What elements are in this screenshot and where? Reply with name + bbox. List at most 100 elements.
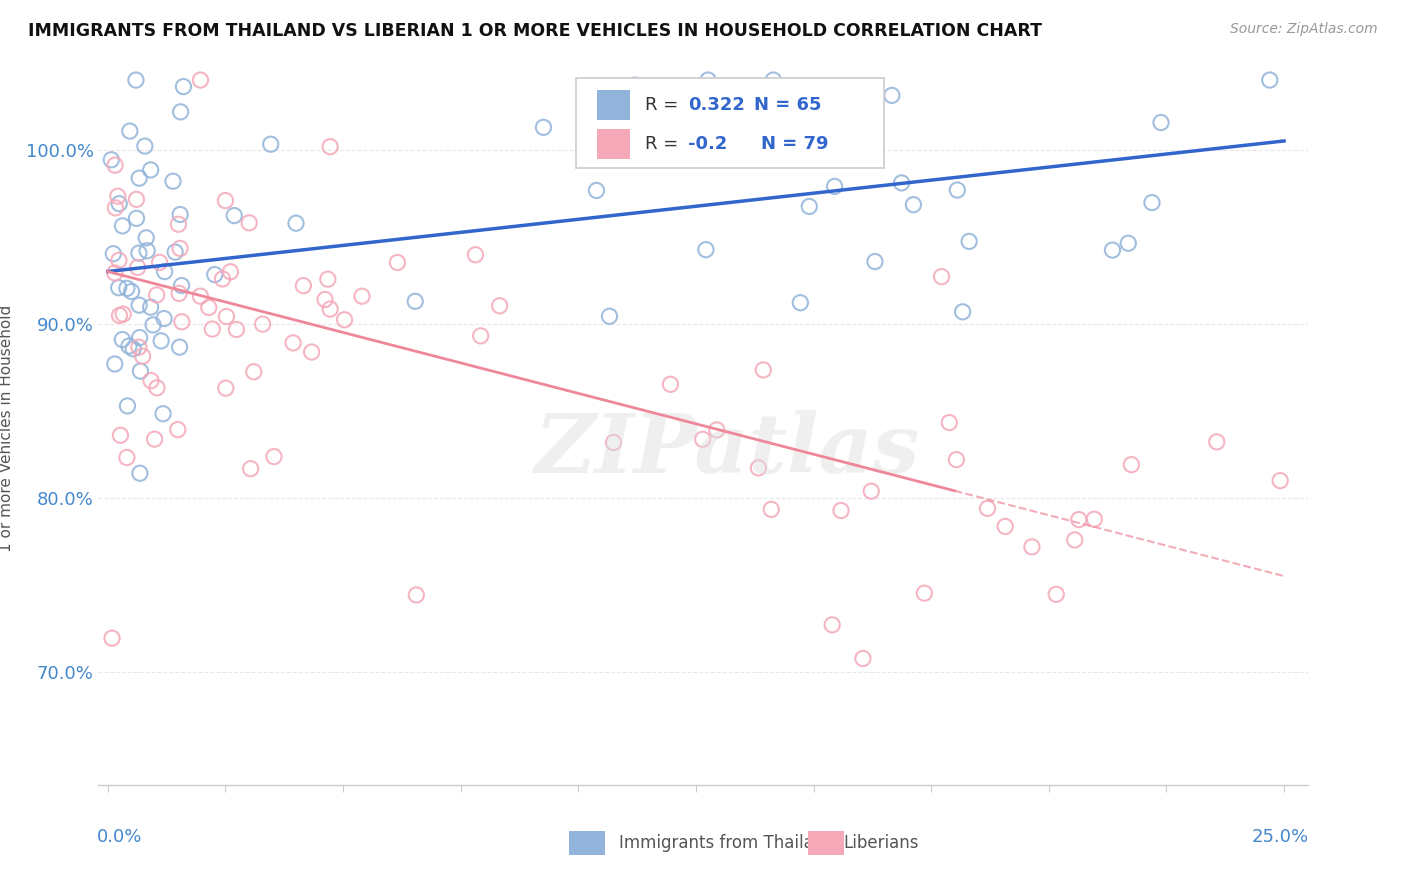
Point [107,281,129,295]
Point [149,255,172,269]
Point [190,73,212,87]
Point [1121,458,1143,472]
Point [263,450,285,464]
Text: -0.2: -0.2 [689,135,728,153]
Point [252,317,274,331]
Point [931,269,953,284]
Point [890,176,912,190]
FancyBboxPatch shape [576,78,884,168]
Point [1045,587,1067,601]
Point [585,184,607,198]
Point [830,503,852,517]
Point [172,79,194,94]
Point [880,88,903,103]
Point [122,342,145,356]
Point [118,339,141,353]
Point [165,245,187,260]
Point [1270,474,1292,488]
Text: 25.0%: 25.0% [1251,828,1309,846]
Point [789,295,811,310]
Point [860,484,883,499]
Point [128,330,150,344]
Point [104,357,127,371]
Point [115,281,138,295]
Point [333,312,356,326]
Point [167,217,190,231]
Point [118,124,141,138]
Point [166,423,188,437]
Point [103,246,125,260]
Point [127,260,149,275]
FancyBboxPatch shape [596,90,630,120]
Point [108,309,131,323]
Point [692,432,714,446]
Point [125,73,148,87]
Point [1258,73,1281,87]
Point [602,435,624,450]
Text: R =: R = [645,135,683,153]
Point [190,289,212,303]
Point [131,349,153,363]
Point [285,216,308,230]
Point [139,300,162,314]
Point [115,450,138,465]
Point [121,285,143,299]
Point [111,219,134,233]
Point [145,288,167,302]
Point [125,192,148,206]
Point [111,333,134,347]
Point [260,137,283,152]
Point [104,158,127,172]
Point [204,268,226,282]
Point [169,104,191,119]
Point [903,197,925,211]
Point [146,381,169,395]
Text: N = 65: N = 65 [754,96,821,114]
Point [761,502,783,516]
Point [211,272,233,286]
Point [117,399,139,413]
Point [143,432,166,446]
Point [1140,195,1163,210]
Point [706,423,728,437]
Point [134,139,156,153]
Point [239,461,262,475]
Point [128,298,150,312]
Point [150,334,173,348]
Point [224,209,246,223]
Point [301,345,323,359]
Text: Source: ZipAtlas.com: Source: ZipAtlas.com [1230,22,1378,37]
Point [659,377,682,392]
Point [464,248,486,262]
Point [201,322,224,336]
Point [387,255,409,269]
Point [316,272,339,286]
Point [215,310,238,324]
Point [747,461,769,475]
Y-axis label: 1 or more Vehicles in Household: 1 or more Vehicles in Household [0,304,14,552]
Point [799,199,821,213]
Point [139,162,162,177]
Point [470,329,492,343]
Point [153,264,176,278]
Point [136,244,159,258]
Point [129,364,152,378]
Point [1205,434,1227,449]
Point [1067,513,1090,527]
Point [135,231,157,245]
Point [1101,243,1123,257]
Point [695,243,717,257]
Point [994,519,1017,533]
Point [863,254,886,268]
Point [976,501,998,516]
Point [142,318,165,332]
Point [1150,115,1173,129]
Point [219,265,242,279]
Point [938,416,960,430]
Point [945,452,967,467]
Point [350,289,373,303]
Point [107,189,129,203]
Text: Liberians: Liberians [844,834,920,852]
Point [319,139,342,153]
Text: 0.322: 0.322 [689,96,745,114]
